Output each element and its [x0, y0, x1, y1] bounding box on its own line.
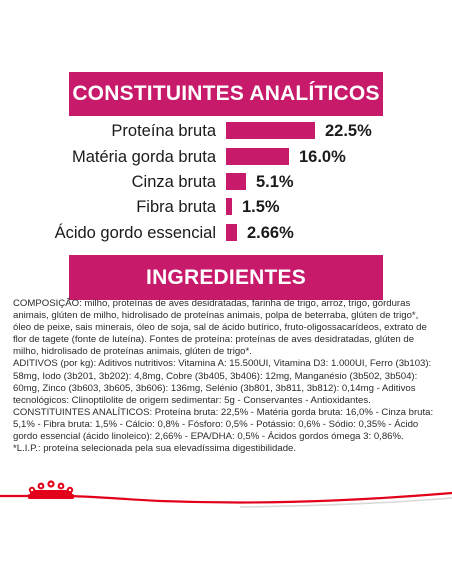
analytic-row: Proteína bruta 22.5%: [0, 119, 452, 143]
royal-canin-crown-icon: [28, 480, 74, 499]
analytic-row: Fibra bruta 1.5%: [0, 195, 452, 219]
analytic-row-value: 1.5%: [242, 198, 280, 216]
ingredients-title: INGREDIENTES: [146, 265, 306, 289]
ingredients-additives: ADITIVOS (por kg): Aditivos nutritivos: …: [13, 358, 432, 406]
footer-wave-line: [0, 491, 452, 508]
analytic-title: CONSTITUINTES ANALÍTICOS: [72, 82, 380, 105]
analytic-row-value: 5.1%: [256, 173, 294, 191]
ingredients-analytic: CONSTITUINTES ANALÍTICOS: Proteína bruta…: [13, 406, 434, 443]
analytic-row-label: Fibra bruta: [136, 198, 216, 216]
analytic-row-label: Ácido gordo essencial: [54, 224, 216, 242]
analytic-row-bar: [226, 122, 315, 139]
analytic-row-bar: [226, 198, 232, 215]
analytic-row-value: 16.0%: [299, 148, 346, 166]
analytic-row-bar: [226, 148, 289, 165]
analytic-row-label: Proteína bruta: [111, 122, 216, 140]
analytic-row: Ácido gordo essencial 2.66%: [0, 221, 452, 245]
analytic-row-value: 2.66%: [247, 224, 294, 242]
analytic-row: Matéria gorda bruta 16.0%: [0, 145, 452, 169]
analytic-row-label: Matéria gorda bruta: [72, 148, 216, 166]
analytic-row: Cinza bruta 5.1%: [0, 170, 452, 194]
analytic-row-label: Cinza bruta: [131, 173, 216, 191]
analytic-row-value: 22.5%: [325, 122, 372, 140]
analytic-row-bar: [226, 224, 237, 241]
ingredients-text: COMPOSIÇÃO: milho, proteínas de aves des…: [13, 298, 439, 455]
ingredients-header-band: INGREDIENTES: [69, 255, 383, 300]
analytic-row-bar: [226, 173, 246, 190]
ingredients-composition: COMPOSIÇÃO: milho, proteínas de aves des…: [13, 298, 427, 358]
analytic-header-band: CONSTITUINTES ANALÍTICOS: [69, 72, 383, 116]
ingredients-footnote: *L.I.P.: proteína selecionada pela sua e…: [13, 443, 297, 455]
